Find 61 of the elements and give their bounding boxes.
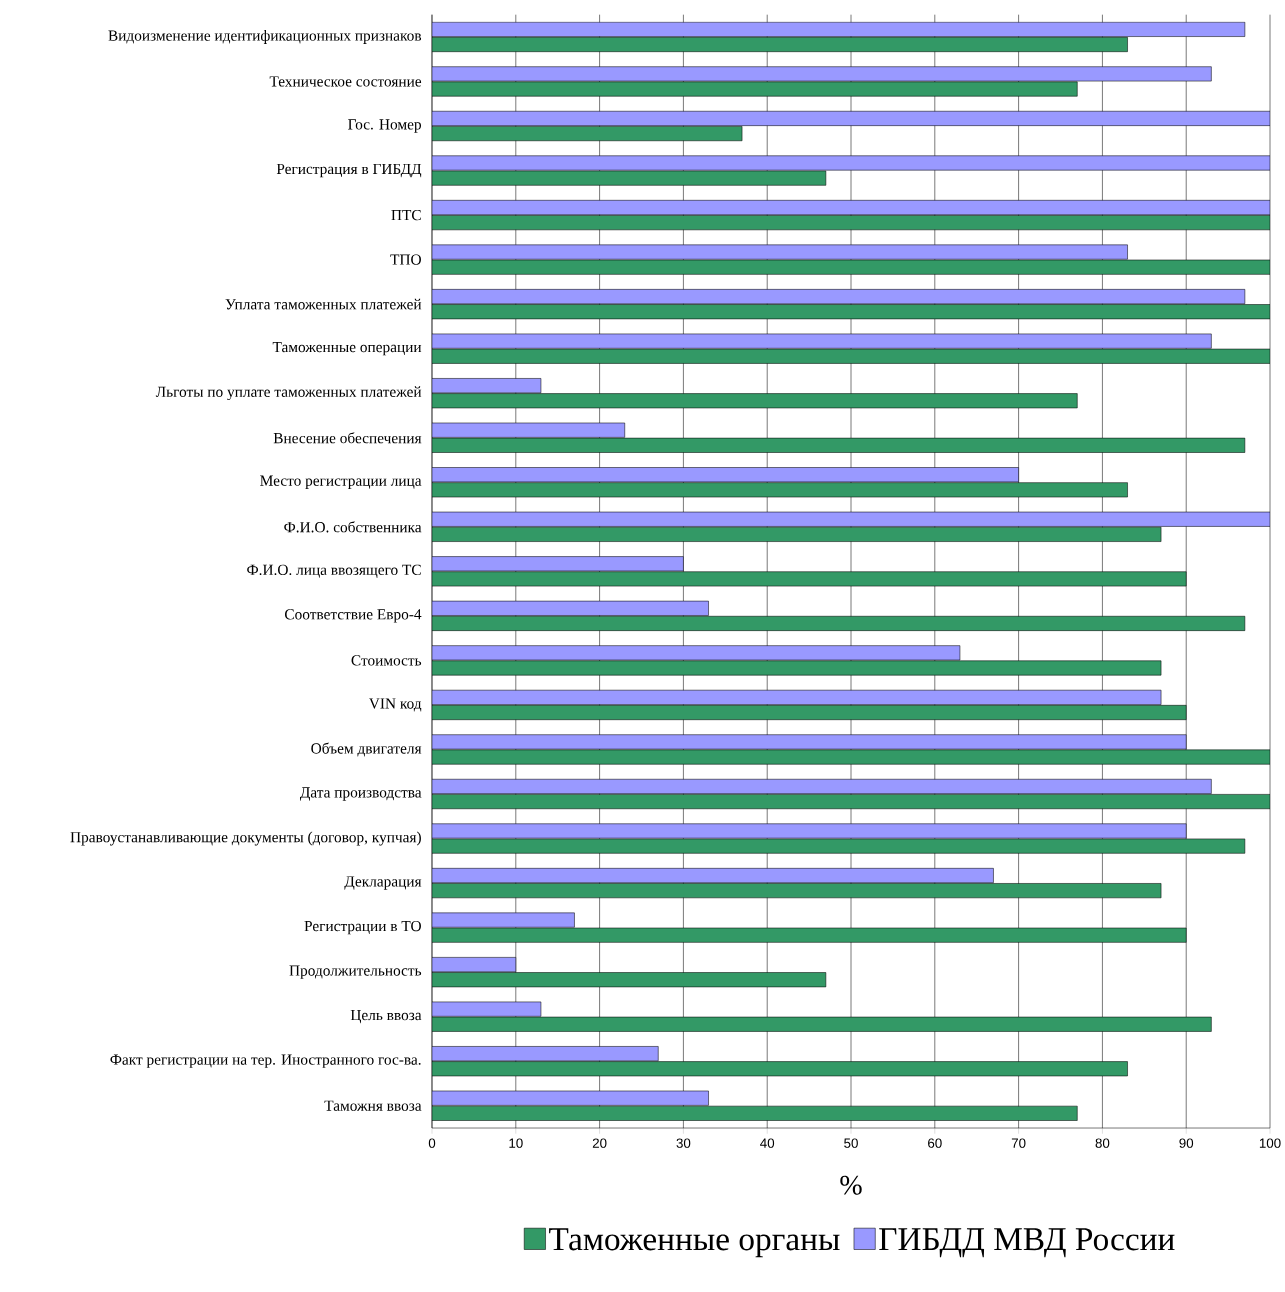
x-tick-label: 100 [1259, 1138, 1281, 1148]
y-tick-label: Цель ввоза [350, 1010, 422, 1024]
x-tick-label: 80 [1095, 1138, 1110, 1148]
y-tick-label: Декларация [344, 876, 422, 890]
bar [432, 333, 1212, 349]
x-tick-label: 70 [1011, 1138, 1026, 1148]
y-tick-label: Льготы по уплате таможенных платежей [155, 386, 422, 401]
y-tick-label: Таможенные операции [272, 342, 422, 356]
y-tick-label: ПТС [391, 209, 421, 221]
y-tick-label: Факт регистрации на тер. Иностранного гос-ва. [110, 1054, 421, 1068]
y-tick-label: ТПО [390, 254, 421, 265]
y-tick-label: Ф.И.О. собственника [284, 521, 422, 533]
y-tick-label: Стоимость [351, 655, 422, 666]
y-tick-label: Регистрация в ГИБДД [276, 163, 422, 178]
bar [432, 1090, 709, 1106]
x-tick-label: 10 [509, 1138, 523, 1148]
bar [432, 244, 1128, 260]
bar [432, 289, 1246, 305]
y-tick-label: Соответствие Евро-4 [285, 609, 422, 623]
bar [432, 778, 1212, 794]
y-tick-label: Внесение обеспечения [273, 432, 422, 444]
y-tick-label: Таможня ввоза [324, 1100, 422, 1111]
bar [432, 1046, 659, 1062]
y-tick-label: Место регистрации лица [260, 475, 422, 489]
y-tick-label: Продолжительность [289, 965, 422, 979]
bar [432, 645, 961, 661]
bar [432, 467, 1019, 483]
bar [432, 734, 1187, 750]
x-axis-title: % [840, 1175, 862, 1195]
bar [432, 556, 684, 572]
y-tick-label: VIN код [368, 698, 422, 712]
bar [432, 66, 1212, 82]
y-tick-label: Правоустанавливающие документы (договор, купчая) [70, 831, 421, 846]
bar [432, 422, 626, 438]
y-tick-label: Техническое состояние [269, 76, 422, 87]
x-tick-label: 0 [428, 1138, 436, 1148]
x-tick-label: 30 [676, 1138, 691, 1148]
y-tick-label: Видоизменение идентификационных признаков [108, 29, 422, 44]
bar [432, 868, 994, 883]
y-tick-label: Уплата таможенных платежей [225, 298, 422, 310]
y-tick-label: Объем двигателя [311, 742, 422, 757]
x-tick-label: 90 [1179, 1138, 1194, 1148]
bar [432, 600, 709, 616]
bar [432, 155, 1271, 171]
bar [432, 21, 1246, 37]
y-tick-label: Гос. Номер [348, 119, 422, 133]
bar [432, 689, 1162, 705]
legend-label: ГИБДД МВД России [879, 1228, 1175, 1258]
bar [432, 912, 575, 928]
bar [432, 110, 1271, 126]
y-tick-label: Регистрации в ТО [304, 920, 421, 935]
x-tick-label: 20 [592, 1138, 607, 1148]
bar [432, 823, 1187, 839]
x-tick-label: 60 [928, 1138, 942, 1148]
x-tick-label: 50 [844, 1138, 858, 1148]
y-tick-label: Дата производства [299, 787, 422, 801]
bar [432, 200, 1271, 215]
x-tick-label: 40 [760, 1138, 775, 1148]
y-tick-label: Ф.И.О. лица ввозящего ТС [247, 564, 421, 578]
legend-label: Таможенные органы [549, 1228, 840, 1258]
bar [432, 511, 1271, 527]
